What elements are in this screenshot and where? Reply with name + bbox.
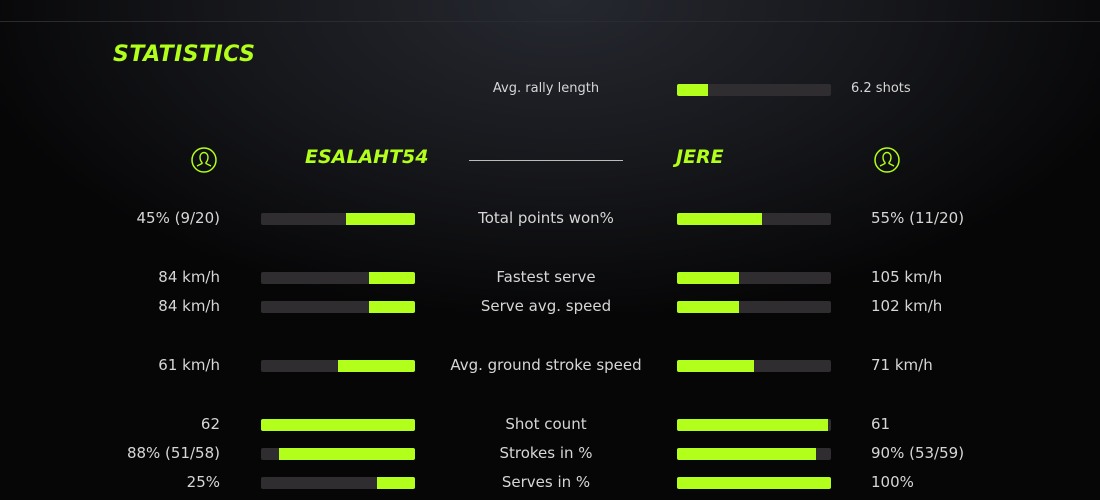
- left-value: 45% (9/20): [136, 209, 221, 227]
- right-bar-fill: [677, 448, 816, 460]
- right-value: 71 km/h: [871, 356, 933, 374]
- stat-label: Avg. rally length: [492, 81, 600, 96]
- right-bar: [677, 477, 831, 489]
- right-bar-fill: [677, 272, 739, 284]
- left-bar: [261, 360, 415, 372]
- left-bar: [261, 301, 415, 313]
- right-bar: [677, 419, 831, 431]
- right-bar-fill: [677, 419, 828, 431]
- top-divider: [0, 21, 1100, 22]
- left-bar: [261, 272, 415, 284]
- right-bar-fill: [677, 213, 762, 225]
- stat-row: 84 km/h Serve avg. speed 102 km/h: [0, 296, 1100, 316]
- right-bar: [677, 301, 831, 313]
- right-value: 100%: [871, 473, 914, 491]
- stat-label: Shot count: [505, 415, 587, 433]
- right-value: 55% (11/20): [871, 209, 965, 227]
- stat-label: Total points won%: [478, 209, 614, 227]
- stat-row-rally: Avg. rally length 6.2 shots: [0, 79, 1100, 99]
- right-bar-fill: [677, 477, 831, 489]
- right-bar: [677, 272, 831, 284]
- right-value: 102 km/h: [871, 297, 943, 315]
- stat-label: Strokes in %: [499, 444, 593, 462]
- stat-label: Avg. ground stroke speed: [450, 356, 642, 374]
- user-icon: [191, 147, 217, 173]
- stat-label: Fastest serve: [496, 268, 596, 286]
- stat-row: 88% (51/58) Strokes in % 90% (53/59): [0, 443, 1100, 463]
- page-title: STATISTICS: [113, 42, 256, 67]
- right-value: 61: [871, 415, 891, 433]
- stat-row: 62 Shot count 61: [0, 414, 1100, 434]
- stat-row: 61 km/h Avg. ground stroke speed 71 km/h: [0, 355, 1100, 375]
- rally-value: 6.2 shots: [851, 81, 911, 96]
- left-bar: [261, 213, 415, 225]
- left-bar-fill: [368, 301, 415, 313]
- stat-row: 45% (9/20) Total points won% 55% (11/20): [0, 208, 1100, 228]
- right-bar-fill: [677, 360, 754, 372]
- left-value: 25%: [186, 473, 220, 491]
- left-value: 62: [200, 415, 220, 433]
- left-bar-fill: [261, 419, 415, 431]
- stat-label: Serve avg. speed: [480, 297, 612, 315]
- right-bar-fill: [677, 301, 739, 313]
- left-value: 84 km/h: [158, 268, 220, 286]
- left-bar-fill: [279, 448, 415, 460]
- left-bar-fill: [376, 477, 415, 489]
- stat-label: Serves in %: [501, 473, 591, 491]
- left-value: 84 km/h: [158, 297, 220, 315]
- vs-divider: [469, 160, 623, 161]
- stat-row: 84 km/h Fastest serve 105 km/h: [0, 267, 1100, 287]
- right-value: 90% (53/59): [871, 444, 965, 462]
- right-value: 105 km/h: [871, 268, 943, 286]
- player-left-name: ESALAHT54: [305, 146, 429, 168]
- left-bar: [261, 448, 415, 460]
- left-bar: [261, 419, 415, 431]
- left-bar: [261, 477, 415, 489]
- right-bar: [677, 213, 831, 225]
- left-value: 61 km/h: [158, 356, 220, 374]
- left-bar-fill: [345, 213, 415, 225]
- right-bar: [677, 360, 831, 372]
- left-bar-fill: [338, 360, 415, 372]
- right-bar: [677, 448, 831, 460]
- left-bar-fill: [368, 272, 415, 284]
- left-value: 88% (51/58): [126, 444, 220, 462]
- rally-bar-fill: [677, 84, 708, 96]
- stat-row: 25% Serves in % 100%: [0, 472, 1100, 492]
- player-right-name: JERE: [676, 146, 724, 168]
- user-icon: [874, 147, 900, 173]
- rally-bar: [677, 84, 831, 96]
